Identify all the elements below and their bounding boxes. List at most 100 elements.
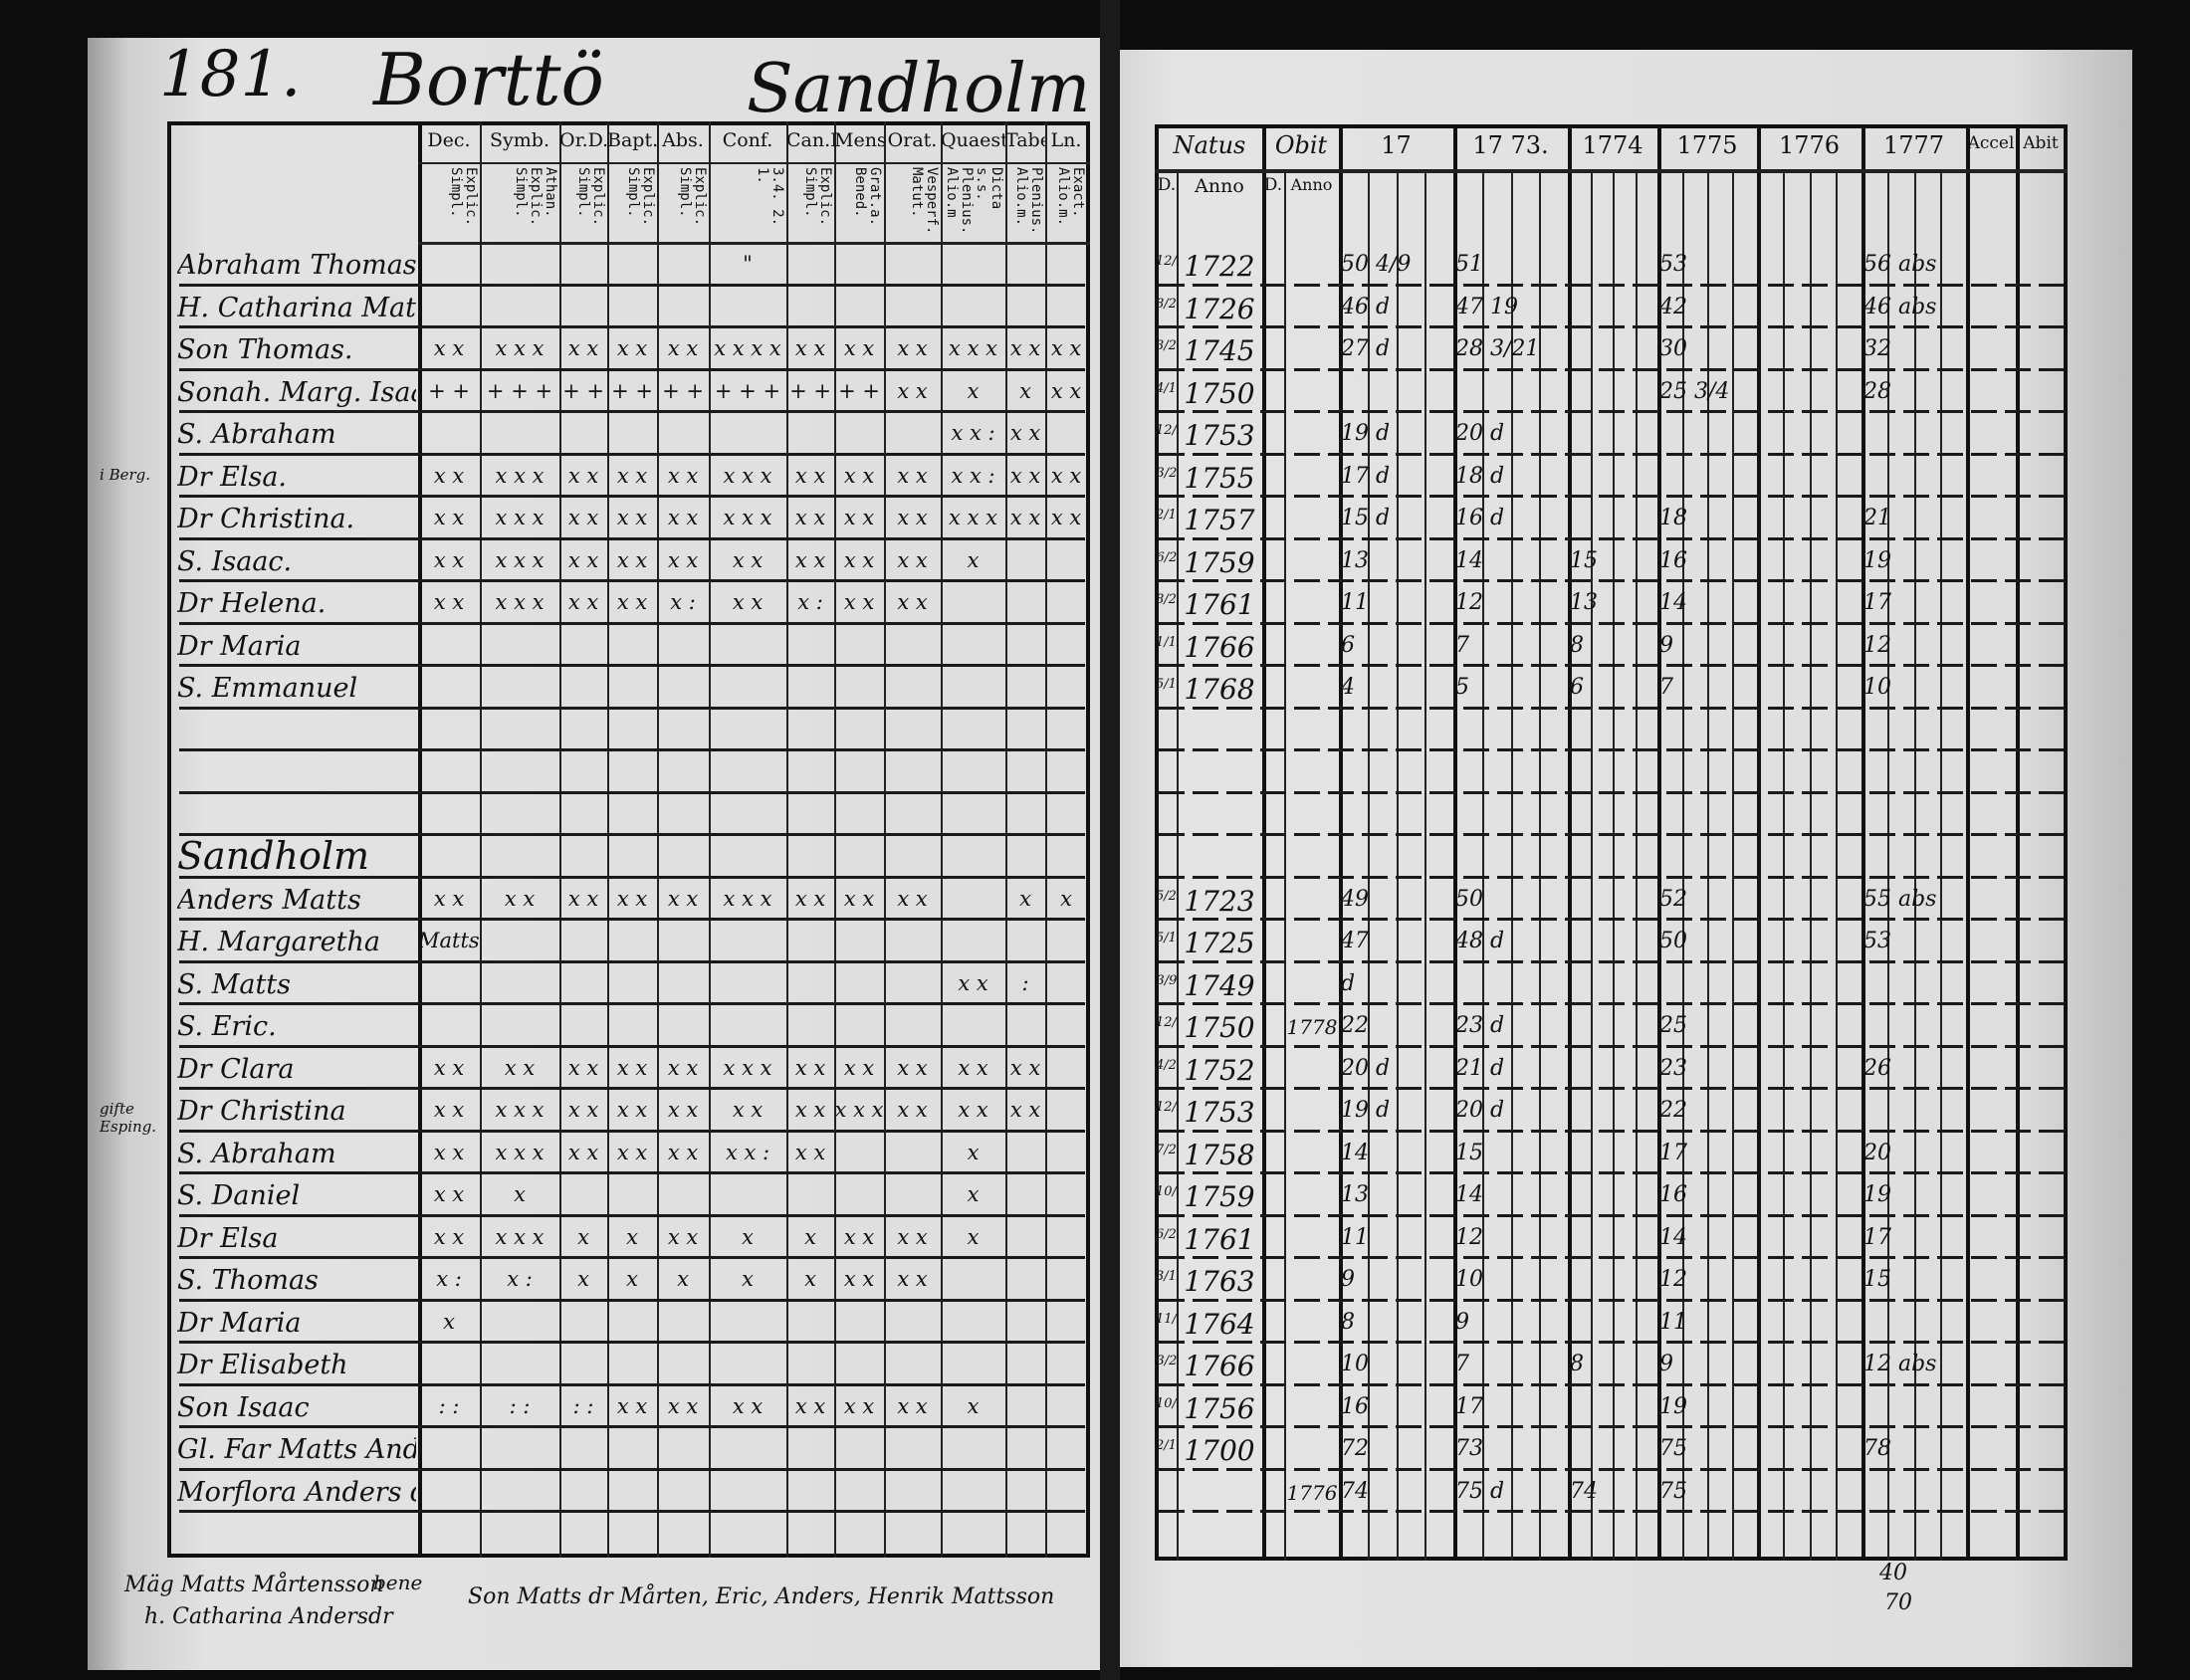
catechism-mark: + + (562, 378, 604, 403)
catechism-mark: x x (567, 547, 599, 572)
row-rule (1159, 1382, 2064, 1386)
row-rule (1159, 706, 2064, 710)
age-entry: 16 (1341, 1393, 1369, 1419)
catechism-mark: Matts dr (418, 929, 480, 952)
age-entry: 7 (1455, 1352, 1469, 1376)
column-divider (1284, 171, 1286, 1561)
column-header: Abs. (662, 129, 704, 151)
row-rule (179, 410, 1085, 413)
row-rule (1159, 833, 2064, 836)
catechism-mark: x x (433, 1224, 465, 1249)
table-frame (1155, 124, 2068, 1561)
row-rule (179, 1087, 1085, 1090)
row-rule (1159, 1044, 2064, 1048)
catechism-mark: x x (732, 547, 764, 572)
row-rule (1159, 367, 2064, 371)
age-entry: 19 d (1341, 421, 1391, 446)
catechism-mark: x x x (495, 547, 545, 572)
catechism-mark: x x (897, 1393, 928, 1418)
age-entry: 11 (1341, 590, 1369, 615)
catechism-mark: x x (567, 590, 599, 614)
person-name: S. Matts (177, 968, 291, 1000)
catechism-mark: x x (794, 1393, 826, 1418)
column-divider (1757, 124, 1761, 1561)
catechism-mark: x x (667, 1393, 699, 1418)
row-rule (1159, 1425, 2064, 1428)
age-entry: 28 3/21 (1455, 336, 1540, 361)
age-entry: 10 (1341, 1352, 1369, 1376)
age-entry: 17 (1863, 1224, 1891, 1250)
age-entry: 14 (1659, 590, 1687, 615)
catechism-mark: x (514, 1182, 526, 1206)
row-rule (179, 1044, 1085, 1048)
catechism-mark: x x (433, 886, 465, 911)
catechism-mark: x x (794, 1140, 826, 1164)
birth-day: 4/15 (1156, 380, 1178, 396)
age-entry: 52 (1659, 886, 1687, 912)
subheader-anno: Anno (1290, 175, 1333, 194)
birth-year: 1749 (1184, 968, 1255, 1002)
age-entry: 23 (1659, 1055, 1687, 1081)
catechism-mark: x (626, 1267, 638, 1291)
row-rule (179, 1467, 1085, 1471)
person-name: S. Abraham (177, 419, 336, 450)
column-subheader: Athan. Explic. Simpl. (513, 167, 557, 227)
age-entry: 49 (1341, 886, 1369, 912)
catechism-mark: x x (667, 1098, 699, 1122)
book-gutter (1100, 0, 1120, 1680)
age-entry: 28 (1863, 378, 1891, 404)
footer-number-2: 70 (1884, 1590, 1912, 1615)
subcolumn-divider (1510, 171, 1513, 1561)
catechism-mark: x x (616, 1393, 648, 1418)
catechism-mark: x x (616, 547, 648, 572)
row-rule (1159, 1171, 2064, 1174)
subcolumn-divider (1887, 171, 1890, 1561)
row-rule (179, 1425, 1085, 1428)
birth-day: 5/16 (1156, 677, 1178, 692)
column-divider (607, 121, 609, 1558)
catechism-mark: x x (897, 590, 928, 614)
catechism-mark: x x (616, 886, 648, 911)
age-entry: 12 (1863, 632, 1891, 658)
catechism-mark: x x (843, 1055, 875, 1080)
birth-day: 2/17 (1156, 1438, 1178, 1453)
column-subheader: Vesperf. Matut. (909, 167, 939, 235)
age-entry: 75 d (1455, 1478, 1505, 1504)
age-entry: 74 (1570, 1478, 1598, 1504)
birth-day: 3/20 (1156, 338, 1178, 353)
catechism-mark: : : (438, 1393, 460, 1418)
age-entry: 50 4/9 (1341, 252, 1412, 277)
age-entry: 8 (1341, 1309, 1355, 1335)
birth-year: 1726 (1184, 292, 1255, 325)
age-entry: 12 abs (1863, 1352, 1937, 1376)
year-column-header: 17 73. (1472, 131, 1549, 159)
subheader-anno: Anno (1195, 175, 1244, 197)
age-entry: 14 (1341, 1140, 1369, 1165)
subcolumn-divider (1835, 171, 1838, 1561)
column-subheader: Dicta s.s. Plenius. Alio.m (945, 167, 1003, 235)
age-entry: 9 (1659, 1352, 1673, 1376)
column-divider (1568, 124, 1572, 1561)
subcolumn-divider (1424, 171, 1427, 1561)
row-rule (1159, 875, 2064, 879)
age-entry: 19 (1863, 547, 1891, 573)
catechism-mark: x x x (495, 336, 545, 360)
catechism-mark: x (967, 1224, 980, 1249)
age-entry: 6 (1341, 632, 1355, 658)
column-divider (1966, 124, 1970, 1561)
column-header: Or.D. (559, 129, 607, 151)
column-divider (941, 121, 943, 1558)
catechism-mark: x x (794, 547, 826, 572)
age-entry: 11 (1341, 1224, 1369, 1250)
catechism-mark: x (443, 1309, 455, 1334)
row-rule (179, 748, 1085, 751)
catechism-mark: + + + (486, 378, 553, 403)
row-rule (179, 1171, 1085, 1174)
row-rule (179, 1256, 1085, 1259)
age-entry: 25 (1659, 1013, 1687, 1038)
catechism-mark: x x (897, 1055, 928, 1080)
catechism-mark: x x (504, 886, 536, 911)
catechism-mark: x x (667, 547, 699, 572)
birth-day: 7/25 (1156, 1142, 1178, 1157)
catechism-mark: x x (433, 1055, 465, 1080)
